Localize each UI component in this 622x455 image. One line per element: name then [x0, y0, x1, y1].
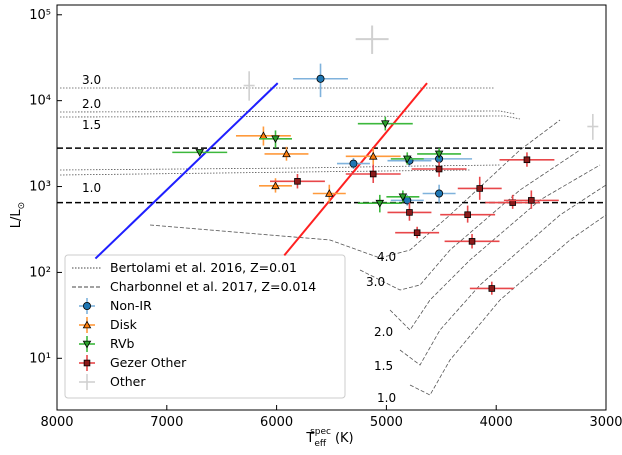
x-tick-label: 7000 — [150, 415, 183, 430]
x-axis-label: Teff spec (K) — [305, 427, 353, 449]
mass-label: 1.0 — [377, 391, 396, 405]
y-tick-label: 10⁴ — [29, 94, 51, 109]
legend-label: Other — [110, 374, 146, 389]
x-label-sub: eff — [314, 439, 327, 449]
legend-label: Bertolami et al. 2016, Z=0.01 — [110, 260, 297, 275]
legend-label: Disk — [110, 317, 138, 332]
point — [413, 229, 421, 236]
y-tick-label: 10¹ — [29, 351, 51, 366]
y-axis-label: L/L⊙ — [9, 202, 27, 228]
point — [349, 159, 358, 168]
point — [528, 197, 535, 204]
x-tick-label: 4000 — [480, 415, 513, 430]
x-label-main: T — [305, 431, 314, 446]
point — [195, 149, 205, 157]
point — [476, 185, 484, 192]
fit-line — [283, 82, 428, 256]
point — [282, 149, 291, 158]
point — [316, 74, 325, 83]
legend-label: Gezer Other — [110, 355, 187, 370]
point — [369, 170, 377, 178]
point — [468, 238, 476, 245]
mass-label: 1.5 — [82, 118, 101, 132]
legend-marker — [83, 301, 92, 310]
legend-box — [64, 254, 346, 399]
mass-label: 2.0 — [82, 97, 101, 111]
y-tick-label: 10² — [29, 265, 51, 280]
point — [368, 151, 378, 160]
plot-frame — [56, 4, 607, 411]
point — [523, 156, 531, 164]
y-label-main: L/L — [9, 209, 24, 229]
point — [402, 155, 412, 164]
point — [434, 150, 444, 159]
evolution-tracks — [59, 87, 607, 396]
legend-label: Non-IR — [110, 298, 152, 313]
fit-line — [94, 82, 279, 260]
point — [464, 211, 471, 218]
y-tick-label: 10³ — [29, 180, 51, 195]
point — [325, 189, 334, 197]
mass-label: 2.0 — [374, 325, 393, 339]
legend-marker — [83, 359, 91, 367]
mass-label: 3.0 — [82, 73, 101, 87]
legend-label: Charbonnel et al. 2017, Z=0.014 — [110, 279, 316, 294]
x-tick-label: 6000 — [260, 415, 293, 430]
y-label-sub: ⊙ — [17, 202, 27, 210]
point — [435, 165, 443, 173]
point — [488, 285, 496, 292]
mass-label: 4.0 — [377, 250, 396, 264]
point — [271, 181, 280, 190]
x-tick-label: 5000 — [370, 415, 403, 430]
point — [294, 178, 301, 185]
legend-marker — [82, 320, 92, 329]
mass-label: 3.0 — [366, 275, 385, 289]
legend-label: RVb — [110, 336, 135, 351]
x-tick-label: 8000 — [40, 415, 73, 430]
x-label-sup: spec — [310, 427, 331, 437]
x-tick-label: 3000 — [589, 415, 622, 430]
legend-marker — [82, 340, 92, 349]
point — [381, 120, 390, 129]
mass-label: 1.0 — [82, 181, 101, 195]
point — [398, 193, 408, 202]
x-label-unit: (K) — [335, 431, 354, 446]
point — [435, 189, 444, 198]
mass-label: 1.5 — [374, 359, 393, 373]
y-tick-label: 10⁵ — [29, 8, 51, 23]
point — [406, 209, 413, 216]
point — [271, 135, 280, 144]
point — [375, 199, 385, 208]
